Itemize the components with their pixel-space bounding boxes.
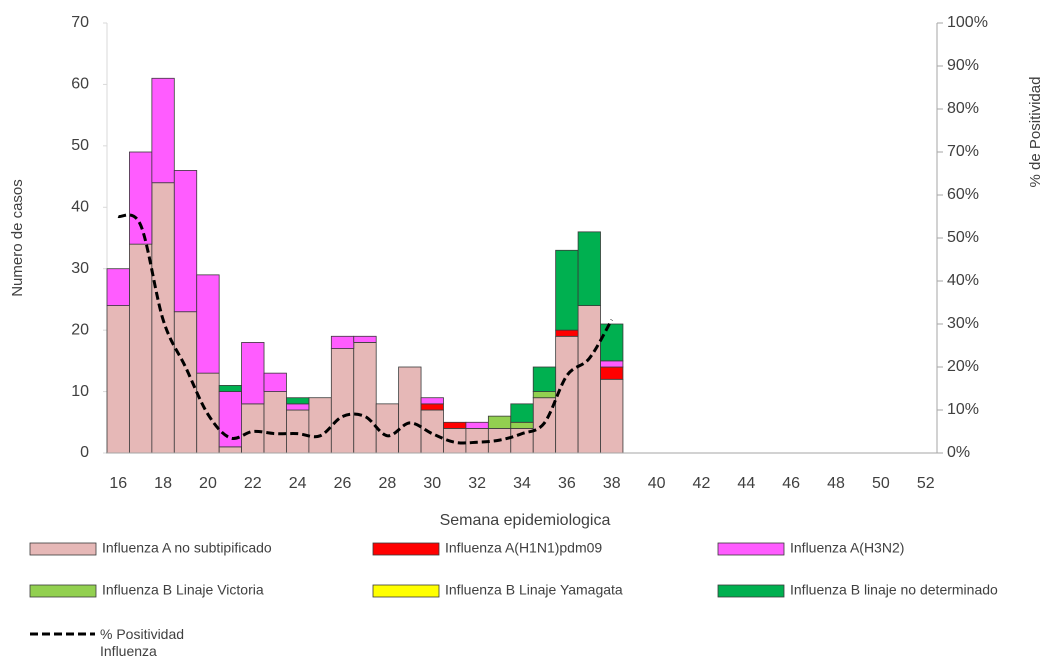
bar-segment [196,274,220,374]
y2-tick-label: 80% [947,100,979,117]
bar-segment [577,305,601,454]
bar-segment [263,391,287,454]
x-tick-label: 36 [558,475,576,492]
y2-tick-label: 0% [947,444,970,461]
bar-segment [106,305,130,454]
y-tick-label: 50 [71,137,89,154]
bar-segment [577,231,601,306]
x-tick-label: 52 [917,475,935,492]
bar-segment [487,415,512,429]
y-tick-label: 30 [71,260,89,277]
bar-segment [218,385,242,392]
x-tick-label: 24 [289,475,307,492]
x-tick-label: 22 [244,475,262,492]
y2-tick-label: 50% [947,229,979,246]
x-tick-label: 16 [109,475,127,492]
legend-label: Influenza B Linaje Yamagata [445,582,623,598]
legend-label: Influenza A(H3N2) [790,540,904,556]
x-tick-label: 32 [468,475,486,492]
legend-label: % Positividad Influenza [100,626,185,659]
bar-segment [600,323,624,362]
x-tick-label: 44 [737,475,755,492]
y-axis-title: Numero de casos [9,179,26,297]
legend-swatch [29,584,97,598]
y2-tick-label: 40% [947,272,979,289]
x-tick-label: 38 [603,475,621,492]
x-tick-label: 46 [782,475,800,492]
bar-segment [330,335,355,349]
x-tick-label: 40 [648,475,666,492]
y2-tick-label: 10% [947,401,979,418]
bar-segment [420,403,444,411]
bar-segment [129,151,153,245]
bar-segment [218,446,242,454]
x-tick-label: 30 [423,475,441,492]
bar-segment [465,421,489,429]
legend-swatch [717,542,785,556]
y2-tick-label: 60% [947,186,979,203]
x-tick-label: 18 [154,475,172,492]
y2-tick-label: 100% [947,14,988,31]
legend-swatch [717,584,785,598]
x-tick-label: 26 [334,475,352,492]
bar-segment [330,348,355,454]
bar-segment [532,391,557,399]
legend-label: Influenza A(H1N1)pdm09 [445,540,602,556]
bar-segment [600,378,624,454]
bar-segment [353,335,377,343]
y-tick-label: 10 [71,383,89,400]
x-tick-label: 20 [199,475,217,492]
bar-segment [263,372,287,392]
bar-segment [173,170,198,313]
bar-segment [443,421,467,429]
legend-label: Influenza B Linaje Victoria [102,582,264,598]
bar-segment [375,403,400,454]
x-tick-label: 48 [827,475,845,492]
bar-segment [286,409,310,454]
bar-segment [420,409,444,454]
bar-segment [286,397,310,405]
legend-swatch [29,542,97,556]
bar-segment [241,403,265,454]
bar-segment [600,366,624,380]
line [117,213,614,445]
bar-segment [510,403,534,423]
y-tick-label: 0 [80,444,89,461]
bar-segment [151,77,175,184]
bar-segment [532,366,557,392]
legend-label: Influenza A no subtipificado [102,540,272,556]
y-tick-label: 20 [71,321,89,338]
bar-segment [555,329,579,337]
legend-label: Influenza B linaje no determinado [790,582,998,598]
bar-segment [600,360,624,368]
bar-segment [286,403,310,411]
y2-tick-label: 90% [947,57,979,74]
x-tick-label: 42 [693,475,711,492]
y2-axis-title: % de Positividad [1027,77,1044,188]
x-tick-label: 34 [513,475,531,492]
legend-swatch [372,584,440,598]
legend-swatch [372,542,440,556]
bar-segment [106,268,130,306]
y2-tick-label: 30% [947,315,979,332]
bar-segment [510,421,534,429]
x-tick-label: 50 [872,475,890,492]
bar-segment [353,342,377,454]
x-axis-title: Semana epidemiologica [440,512,611,529]
bar-segment [129,243,153,454]
x-tick-label: 28 [379,475,397,492]
bar-segment [241,342,265,405]
y-tick-label: 60 [71,76,89,93]
y2-tick-label: 20% [947,358,979,375]
bar-segment [555,249,579,331]
y-tick-label: 70 [71,14,89,31]
y-tick-label: 40 [71,199,89,216]
bar-segment [420,397,444,405]
bar-segment [308,397,332,454]
y2-tick-label: 70% [947,143,979,160]
bar-segment [398,366,422,454]
